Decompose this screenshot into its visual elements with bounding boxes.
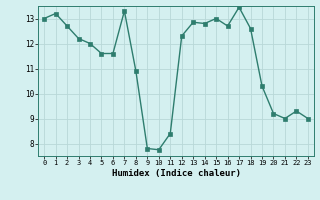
X-axis label: Humidex (Indice chaleur): Humidex (Indice chaleur) <box>111 169 241 178</box>
